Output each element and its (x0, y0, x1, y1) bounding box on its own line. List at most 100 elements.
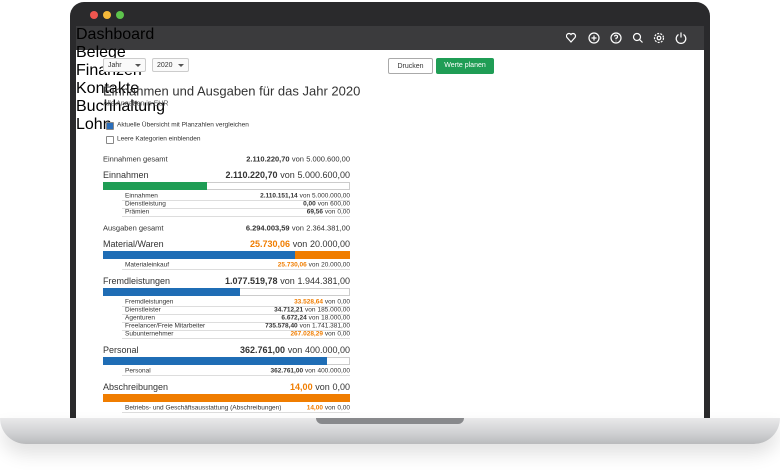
amount: 6.294.003,59 von 2.364.381,00 (246, 224, 350, 233)
option-label: Aktuelle Übersicht mit Planzahlen vergle… (117, 121, 249, 129)
amount: 34.712,21 von 185.000,00 (274, 307, 350, 314)
total-label: Ausgaben gesamt (103, 223, 164, 233)
item-label: Dienstleistung (125, 200, 166, 208)
amount-plan: 0,00 (337, 208, 350, 216)
amount-value: 267.028,29 (290, 330, 323, 338)
item-rule (122, 216, 350, 217)
screen: DashboardBelegeFinanzenKontakteBuchhaltu… (76, 26, 704, 418)
amount-value: 69,56 (306, 208, 323, 216)
amount: 2.110.220,70 von 5.000.600,00 (225, 170, 350, 180)
item-label: Einnahmen (125, 192, 158, 200)
amount: 14,00 von 0,00 (307, 405, 350, 412)
amount-plan: 1.944.381,00 (297, 276, 350, 286)
progress-bar (103, 357, 350, 365)
amount: 267.028,29 von 0,00 (290, 331, 350, 338)
item-label: Freelancer/Freie Mitarbeiter (125, 322, 206, 330)
amount: 362.761,00 von 400.000,00 (271, 368, 350, 375)
search-icon[interactable] (632, 32, 643, 43)
amount-value: 34.712,21 (274, 306, 304, 314)
amount: 362.761,00 von 400.000,00 (240, 345, 350, 355)
progress-overrun (103, 394, 350, 402)
item-rule (122, 306, 350, 307)
nav-item[interactable]: Kontakte (76, 80, 140, 97)
progress-fill (103, 251, 295, 259)
year-select[interactable]: 2020 (152, 58, 189, 72)
item-rule (122, 322, 350, 323)
amount-plan: 185.000,00 (317, 306, 350, 314)
plan-button[interactable]: Werte planen (436, 58, 494, 74)
amount-of: von (308, 261, 320, 269)
year-select-text: 2020 (157, 62, 173, 69)
amount-of: von (315, 382, 330, 392)
amount: 14,00 von 0,00 (290, 382, 350, 392)
amount-of: von (291, 223, 304, 233)
amount-value: 735.578,40 (265, 322, 298, 330)
amount-value: 14,00 (306, 404, 323, 412)
amount-of: von (280, 170, 295, 180)
item-label: Personal (125, 367, 151, 375)
section-label: Fremdleistungen (103, 276, 171, 286)
amount-of: von (308, 314, 320, 322)
amount-plan: 0,00 (337, 298, 350, 306)
progress-bar (103, 182, 350, 190)
checkbox[interactable] (106, 121, 114, 130)
maximize-dot (116, 11, 124, 19)
amount-plan: 600,00 (330, 200, 350, 208)
item-rule (122, 208, 350, 209)
add-icon[interactable] (588, 32, 600, 44)
settings-icon[interactable] (653, 32, 665, 44)
amount-value: 2.110.151,14 (260, 192, 298, 200)
favorites-icon[interactable] (566, 32, 577, 43)
amount-plan: 2.364.381,00 (306, 223, 350, 233)
item-label: Prämien (125, 208, 150, 216)
amount-of: von (324, 404, 336, 412)
item-label: Agenturen (125, 314, 155, 322)
amount-of: von (305, 306, 316, 314)
help-icon[interactable] (610, 32, 622, 44)
minimize-dot (103, 11, 111, 19)
report-subtitle: Alle Angaben in EUR (103, 100, 169, 108)
amount: 2.110.220,70 von 5.000.600,00 (246, 155, 350, 164)
amount: 33.528,64 von 0,00 (294, 299, 350, 306)
nav-item[interactable]: Dashboard (76, 26, 155, 43)
amount-value: 25.730,06 (277, 261, 307, 269)
print-button[interactable]: Drucken (388, 58, 433, 74)
laptop-notch (316, 418, 464, 424)
amount-plan: 0,00 (337, 404, 350, 412)
amount-of: von (324, 208, 336, 216)
amount-plan: 0,00 (337, 330, 350, 338)
amount: 25.730,06 von 20.000,00 (278, 262, 350, 269)
amount-value: 14,00 (290, 382, 313, 392)
amount-value: 6.294.003,59 (245, 223, 290, 233)
item-rule (122, 200, 350, 201)
amount-of: von (299, 322, 311, 330)
nav-item[interactable]: Buchhaltung (76, 98, 165, 115)
amount-of: von (305, 367, 316, 375)
item-label: Materialeinkauf (125, 261, 170, 269)
amount-plan: 20.000,00 (321, 261, 350, 269)
amount-value: 33.528,64 (294, 298, 323, 306)
progress-bar (103, 394, 350, 402)
progress-fill (103, 182, 208, 190)
report-body: Aktuelle Übersicht mit Planzahlen vergle… (76, 26, 704, 418)
checkbox[interactable] (106, 135, 114, 144)
amount: 1.077.519,78 von 1.944.381,00 (225, 276, 350, 286)
amount-plan: 0,00 (332, 382, 350, 392)
logout-icon[interactable] (675, 32, 687, 44)
item-label: Betriebs- und Geschäftsausstattung (Absc… (125, 404, 282, 412)
amount: 0,00 von 600,00 (303, 201, 350, 208)
amount-plan: 1.741.381,00 (312, 322, 350, 330)
section-label: Material/Waren (103, 239, 164, 249)
amount-value: 25.730,06 (250, 239, 291, 249)
nav-item[interactable]: Lohn (76, 116, 112, 133)
amount-value: 2.110.220,70 (225, 170, 278, 180)
amount: 25.730,06 von 20.000,00 (250, 239, 350, 249)
section-label: Personal (103, 345, 139, 355)
item-rule (122, 330, 350, 331)
amount-value: 1.077.519,78 (224, 276, 278, 286)
section-label: Einnahmen (103, 170, 149, 180)
nav-item[interactable]: Belege (76, 44, 126, 61)
total-label: Einnahmen gesamt (103, 154, 168, 164)
period-select[interactable]: Jahr (103, 58, 146, 72)
item-rule (122, 338, 350, 339)
